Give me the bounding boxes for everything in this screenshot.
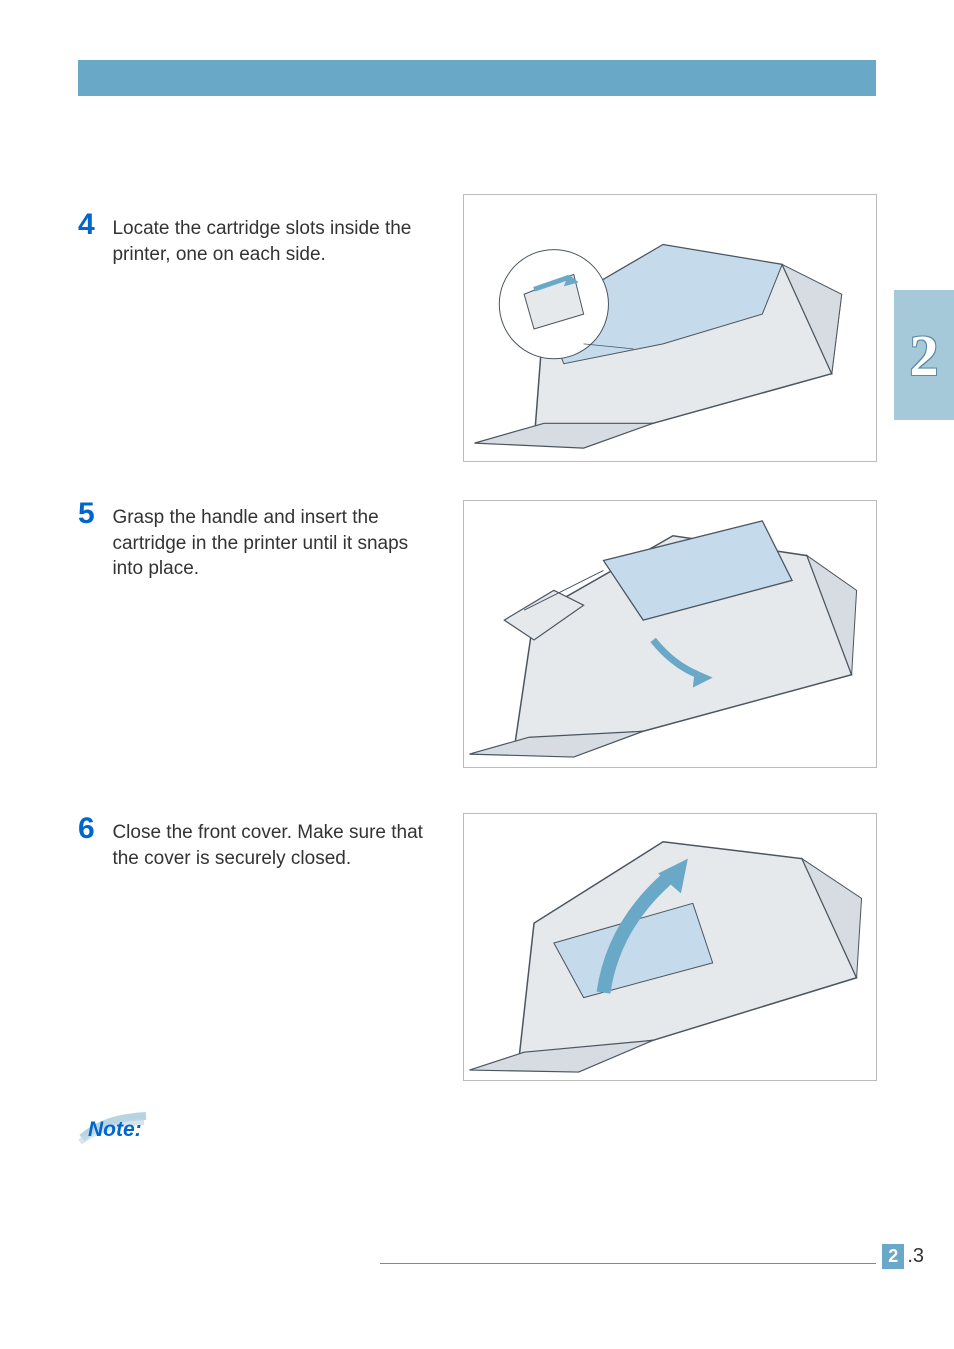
chapter-tab: 2 [894, 290, 954, 420]
note-block: Note: [78, 1118, 142, 1142]
step-number-6: 6 [78, 812, 108, 846]
printer-insert-cartridge-icon [464, 501, 876, 767]
step-text-6: Close the front cover. Make sure that th… [112, 812, 432, 871]
header-bar [78, 60, 876, 96]
printer-close-cover-icon [464, 814, 876, 1080]
page-chapter-box: 2 [882, 1244, 904, 1269]
step-text-4: Locate the cartridge slots inside the pr… [112, 208, 432, 267]
step-5: 5 Grasp the handle and insert the cartri… [78, 497, 448, 582]
step-number-5: 5 [78, 497, 108, 531]
printer-open-slots-icon [464, 195, 876, 461]
illustration-step-6 [463, 813, 877, 1081]
step-4: 4 Locate the cartridge slots inside the … [78, 208, 448, 267]
illustration-step-4 [463, 194, 877, 462]
page-number-text: .3 [907, 1245, 924, 1268]
step-text-5: Grasp the handle and insert the cartridg… [112, 497, 432, 582]
step-6: 6 Close the front cover. Make sure that … [78, 812, 448, 871]
note-label: Note: [88, 1118, 142, 1141]
chapter-number: 2 [910, 322, 939, 389]
page-number: 2 .3 [882, 1244, 924, 1269]
illustration-step-5 [463, 500, 877, 768]
step-number-4: 4 [78, 208, 108, 242]
footer-line [380, 1263, 876, 1264]
